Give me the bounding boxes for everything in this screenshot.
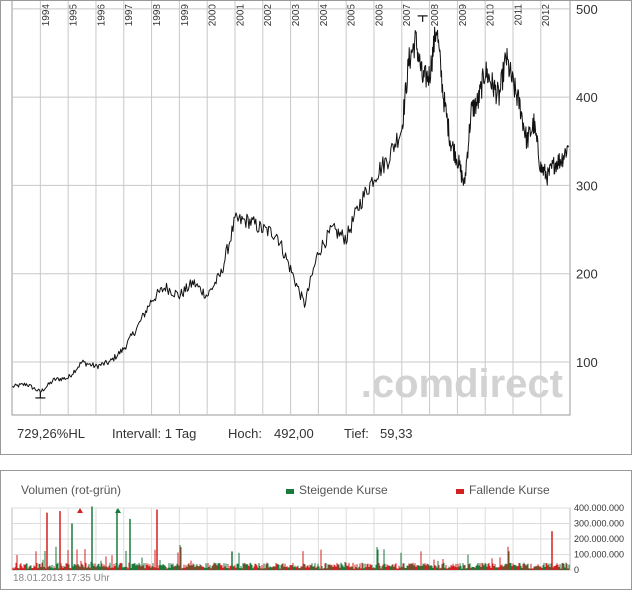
x-tick-label: 2005 [347, 4, 358, 27]
y-tick-label: 300 [576, 178, 598, 193]
x-tick-label: 2006 [374, 4, 385, 27]
timestamp: 18.01.2013 17:35 Uhr [13, 573, 110, 584]
x-tick-label: 2007 [402, 4, 413, 27]
x-tick-label: 2004 [319, 4, 330, 27]
price-chart: 1994 1995 1996 1997 1998 1999 2000 2001 2002 2003… [0, 0, 632, 455]
x-tick-label: 2003 [291, 4, 302, 27]
x-tick-label: 2000 [208, 4, 219, 27]
x-tick-label: 2012 [541, 4, 552, 27]
price-line [12, 26, 570, 393]
y-tick-label: 200 [576, 267, 598, 282]
volume-overflow-arrow [77, 508, 83, 513]
volume-y-tick-label: 400.000.000 [574, 503, 624, 513]
low-value: 59,33 [380, 426, 413, 441]
y-tick-label: 500 [576, 2, 598, 17]
x-tick-label: 2010 [486, 4, 497, 27]
x-tick-label: 1996 [96, 4, 107, 27]
volume-title: Volumen (rot-grün) [21, 483, 122, 497]
volume-chart: 0 100.000.000 200.000.000 300.000.000 400.00… [0, 470, 632, 590]
x-tick-label: 1998 [152, 4, 163, 27]
volume-y-tick-label: 100.000.000 [574, 550, 624, 560]
x-tick-label: 2002 [263, 4, 274, 27]
x-tick-label: 2008 [430, 4, 441, 27]
legend-up-swatch [286, 489, 294, 494]
x-tick-label: 1995 [69, 4, 80, 27]
low-label: Tief: [344, 426, 369, 441]
x-tick-label: 1999 [180, 4, 191, 27]
chart-info-bar: 729,26%HL Intervall: 1 Tag Hoch: 492,00 … [0, 420, 632, 455]
y-tick-label: 100 [576, 355, 598, 370]
volume-y-tick-label: 300.000.000 [574, 519, 624, 529]
y-tick-label: 400 [576, 90, 598, 105]
x-tick-label: 2011 [513, 4, 524, 26]
x-tick-label: 2009 [458, 4, 469, 27]
high-label: Hoch: [228, 426, 262, 441]
performance-value: 729,26%HL [17, 426, 85, 441]
interval-label: Intervall: 1 Tag [112, 426, 197, 441]
volume-y-tick-label: 0 [574, 565, 579, 575]
volume-y-tick-label: 200.000.000 [574, 534, 624, 544]
x-tick-label: 2001 [235, 4, 246, 27]
legend-down-swatch [456, 489, 464, 494]
volume-overflow-arrow [115, 508, 121, 513]
high-value: 492,00 [274, 426, 314, 441]
x-tick-label: 1997 [124, 4, 135, 27]
x-tick-label: 1994 [41, 4, 52, 27]
comdirect-watermark: .comdirect [361, 362, 563, 406]
legend-down-label: Fallende Kurse [469, 483, 550, 497]
legend-up-label: Steigende Kurse [299, 483, 388, 497]
